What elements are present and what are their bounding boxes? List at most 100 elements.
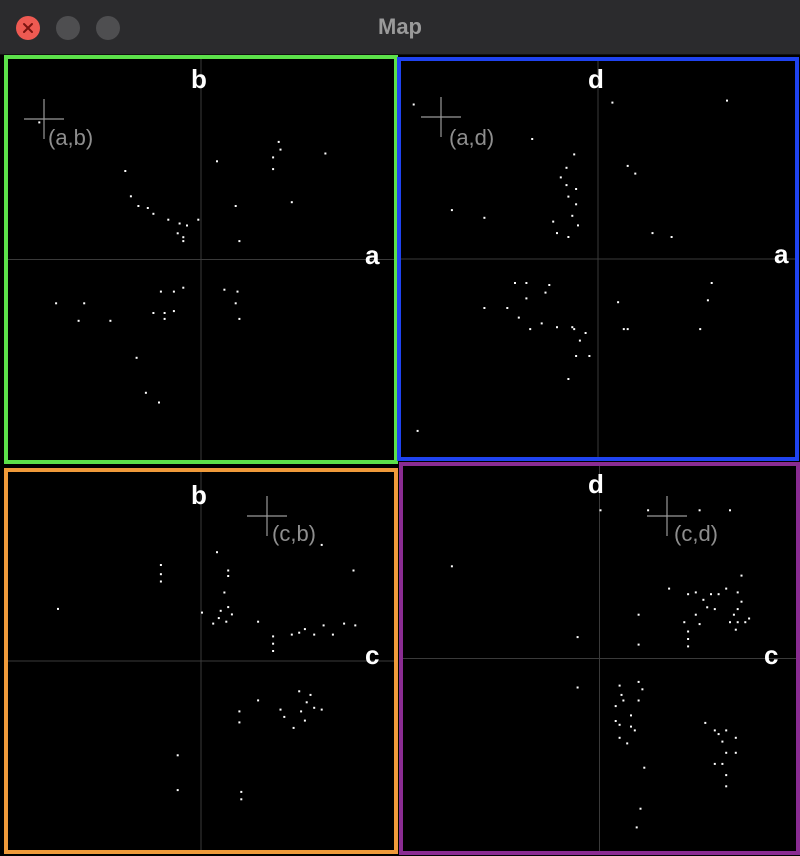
data-point bbox=[740, 600, 743, 603]
scatter-plot-ad bbox=[397, 57, 799, 461]
data-point bbox=[721, 740, 724, 743]
data-point bbox=[599, 509, 602, 512]
data-point bbox=[292, 726, 295, 729]
data-point bbox=[57, 607, 59, 610]
data-point bbox=[694, 591, 697, 594]
data-point bbox=[556, 326, 558, 329]
data-point bbox=[257, 699, 260, 702]
x-axis-label: c bbox=[365, 640, 380, 670]
data-point bbox=[176, 754, 179, 757]
minimize-button[interactable] bbox=[56, 16, 80, 40]
scatter-plot-cd bbox=[399, 462, 800, 855]
data-point bbox=[683, 621, 686, 624]
data-point bbox=[618, 723, 621, 726]
panel-border bbox=[399, 462, 800, 855]
data-point bbox=[109, 319, 112, 322]
data-point bbox=[744, 621, 747, 624]
data-point bbox=[618, 684, 621, 687]
data-point bbox=[238, 317, 241, 320]
data-point bbox=[158, 401, 160, 404]
data-point bbox=[575, 188, 578, 190]
data-point bbox=[736, 608, 739, 611]
data-point bbox=[548, 284, 551, 286]
close-button[interactable] bbox=[16, 16, 40, 40]
cursor-label: (c,d) bbox=[674, 521, 718, 546]
data-point bbox=[576, 636, 579, 639]
data-point bbox=[182, 240, 185, 243]
data-point bbox=[687, 630, 690, 633]
data-point bbox=[272, 156, 275, 159]
data-point bbox=[736, 621, 739, 624]
data-point bbox=[172, 290, 175, 293]
data-point bbox=[182, 236, 185, 239]
data-point bbox=[647, 509, 650, 512]
data-point bbox=[300, 710, 303, 713]
data-point bbox=[313, 706, 316, 709]
data-point bbox=[305, 701, 308, 704]
data-point bbox=[324, 152, 327, 155]
data-point bbox=[227, 575, 230, 577]
data-point bbox=[643, 766, 646, 769]
zoom-button[interactable] bbox=[96, 16, 120, 40]
data-point bbox=[611, 101, 614, 104]
data-point bbox=[717, 593, 720, 596]
data-point bbox=[726, 99, 728, 102]
data-point bbox=[201, 611, 203, 614]
data-point bbox=[216, 160, 218, 163]
data-point bbox=[234, 302, 237, 305]
data-point bbox=[186, 224, 188, 227]
data-point bbox=[641, 688, 644, 691]
data-point bbox=[637, 680, 640, 683]
map-panel-cd[interactable]: d c (c,d) bbox=[399, 462, 800, 855]
data-point bbox=[223, 288, 226, 291]
data-point bbox=[734, 751, 737, 754]
map-panel-cb[interactable]: b c (c,b) bbox=[4, 468, 398, 854]
data-point bbox=[725, 587, 728, 590]
data-point bbox=[639, 807, 642, 810]
data-point bbox=[578, 339, 581, 342]
data-point bbox=[176, 232, 179, 235]
data-point bbox=[736, 591, 739, 594]
data-point bbox=[197, 218, 200, 221]
data-point bbox=[622, 699, 625, 702]
map-panel-ab[interactable]: b a (a,b) bbox=[4, 55, 398, 464]
data-point bbox=[331, 633, 334, 636]
data-point bbox=[227, 606, 230, 609]
data-point bbox=[614, 705, 617, 708]
data-point bbox=[238, 710, 241, 713]
data-point bbox=[699, 328, 702, 331]
data-point bbox=[257, 620, 260, 623]
data-point bbox=[626, 742, 629, 745]
data-point bbox=[55, 302, 58, 305]
data-point bbox=[734, 736, 737, 739]
data-point bbox=[298, 690, 301, 693]
data-point bbox=[283, 715, 286, 718]
title-bar[interactable]: Map bbox=[0, 0, 800, 55]
data-point bbox=[272, 642, 275, 645]
cursor-label: (a,d) bbox=[449, 125, 495, 150]
data-point bbox=[584, 332, 587, 334]
cursor-label: (c,b) bbox=[272, 521, 316, 546]
panel-border bbox=[4, 468, 398, 854]
data-point bbox=[729, 509, 731, 512]
data-point bbox=[144, 391, 147, 394]
data-point bbox=[514, 282, 516, 284]
data-point bbox=[272, 650, 275, 652]
data-point bbox=[240, 790, 243, 793]
data-point bbox=[137, 205, 140, 207]
data-point bbox=[322, 624, 325, 627]
data-point bbox=[212, 622, 215, 625]
data-point bbox=[702, 598, 705, 601]
data-point bbox=[721, 762, 724, 765]
data-point bbox=[483, 216, 486, 219]
data-point bbox=[748, 617, 751, 620]
data-point bbox=[651, 232, 654, 235]
data-point bbox=[240, 798, 243, 801]
data-point bbox=[577, 224, 579, 227]
data-point bbox=[77, 319, 80, 322]
data-point bbox=[626, 164, 629, 167]
panel-border bbox=[4, 55, 398, 464]
map-panel-ad[interactable]: d a (a,d) bbox=[397, 57, 799, 461]
data-point bbox=[167, 218, 170, 221]
data-point bbox=[525, 282, 528, 284]
